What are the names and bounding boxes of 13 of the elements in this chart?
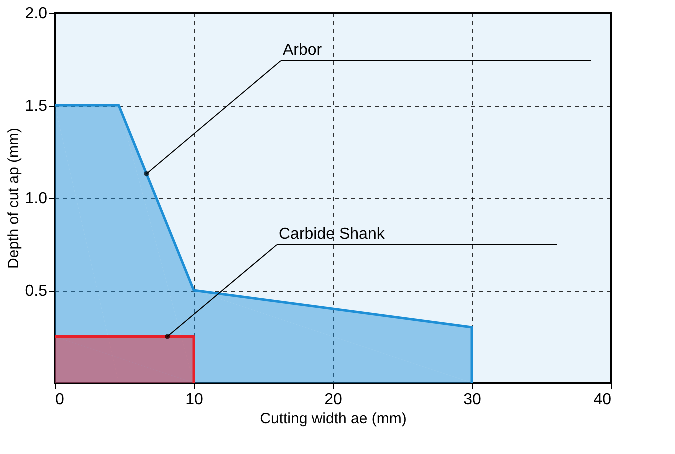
y-tick-label: 0.5 <box>25 283 48 300</box>
x-tick-label: 20 <box>324 392 342 408</box>
annotation: Carbide Shank <box>279 226 386 243</box>
x-tick-label: 10 <box>186 392 204 408</box>
x-tick-label: 0 <box>56 392 64 408</box>
x-tick-label: 30 <box>464 392 482 408</box>
y-tick-label: 1.0 <box>25 190 48 208</box>
y-axis-title: Depth of cut ap (mm) <box>5 128 22 269</box>
x-tick-label: 40 <box>594 392 612 408</box>
y-tick-label: 1.5 <box>25 98 48 115</box>
x-axis-title: Cutting width ae (mm) <box>260 410 407 428</box>
y-tick-label: 2.0 <box>25 6 48 22</box>
annotation: Arbor <box>283 42 323 59</box>
